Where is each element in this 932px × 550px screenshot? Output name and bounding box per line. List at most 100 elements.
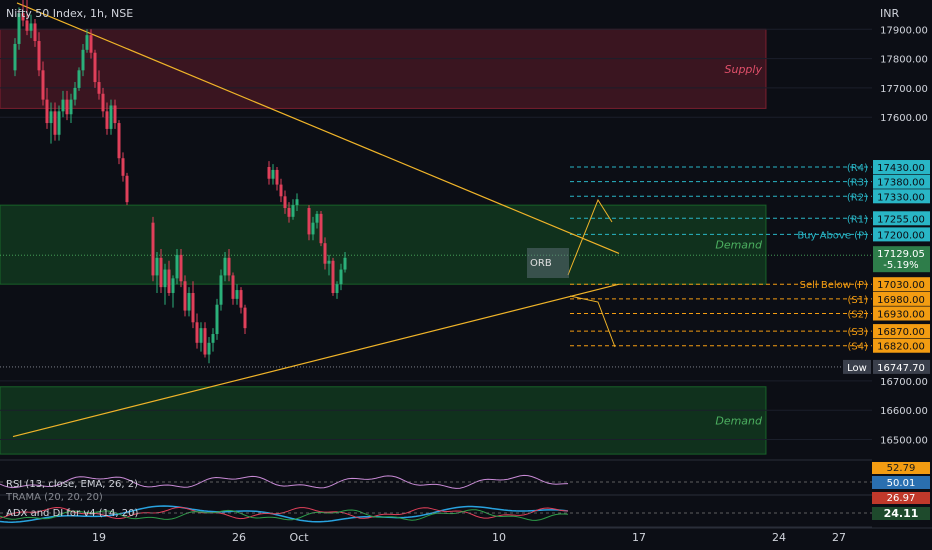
- candle-body-27: [121, 158, 125, 176]
- level-label-1: (R3): [847, 178, 868, 189]
- level-value-8: 16870.00: [877, 327, 925, 338]
- price-tick-1: 17800.00: [880, 55, 928, 66]
- price-tick-5: 16600.00: [880, 406, 928, 417]
- time-tick-4: 17: [632, 531, 646, 544]
- level-value-box-9: [873, 338, 930, 353]
- price-tick-6: 16500.00: [880, 435, 928, 446]
- low-badge-label: Low: [847, 363, 867, 374]
- trendline-0: [16, 2, 620, 254]
- candle-body-29: [151, 222, 155, 276]
- projection-arrows: [567, 198, 616, 348]
- candle-body-1: [17, 13, 21, 44]
- level-value-box-4: [873, 227, 930, 242]
- candle-body-11: [57, 111, 61, 135]
- level-label-3: (R1): [847, 214, 868, 225]
- di-line: [0, 506, 569, 520]
- levels-layer: (R4) (R3) (R2) (R1) Buy Above (P) Sell Below …: [0, 163, 872, 368]
- candle-body-10: [53, 111, 57, 135]
- candle-body-62: [311, 222, 315, 235]
- price-tick-4: 16700.00: [880, 377, 928, 388]
- candle-body-46: [219, 275, 223, 305]
- candle-body-68: [335, 284, 339, 293]
- candle-body-6: [37, 41, 41, 71]
- rsi-value-box: [872, 476, 930, 489]
- price-tick-3: 17600.00: [880, 113, 928, 124]
- price-axis[interactable]: 17900.00 17800.00 17700.00 17600.00 16700.00…: [843, 0, 932, 460]
- candle-body-36: [179, 254, 183, 282]
- level-value-6: 16980.00: [877, 295, 925, 306]
- candle-body-35: [175, 254, 179, 279]
- candle-body-16: [77, 70, 81, 88]
- candle-body-12: [61, 99, 65, 112]
- candle-body-66: [327, 260, 331, 264]
- level-label-0: (R4): [847, 163, 868, 174]
- candle-body-25: [113, 105, 117, 124]
- zone-0: [0, 28, 767, 109]
- candle-body-23: [105, 111, 109, 129]
- candle-body-58: [287, 208, 291, 217]
- level-label-7: (S2): [847, 310, 868, 321]
- candle-body-59: [291, 205, 295, 217]
- candle-body-40: [195, 322, 199, 343]
- time-tick-3: 10: [492, 531, 506, 544]
- level-value-box-0: [873, 160, 930, 175]
- time-axis[interactable]: 19 26 Oct 10 17 24 27: [0, 527, 932, 544]
- candle-body-22: [101, 93, 105, 112]
- level-label-9: (S4): [847, 342, 868, 353]
- candle-body-52: [243, 307, 247, 329]
- adx-value: 24.11: [884, 507, 919, 520]
- orb-label: ORB: [530, 258, 552, 269]
- candle-body-32: [163, 269, 167, 288]
- candle-body-44: [211, 334, 215, 343]
- candle-body-28: [125, 175, 129, 203]
- trendlines-layer: [12, 2, 620, 438]
- candle-body-17: [81, 49, 85, 71]
- candle-body-7: [41, 70, 45, 100]
- level-value-box-1: [873, 174, 930, 189]
- zone-label-0: Supply: [725, 63, 763, 76]
- candle-body-42: [203, 328, 207, 355]
- level-value-4: 17200.00: [877, 230, 925, 241]
- time-tick-2: Oct: [289, 531, 309, 544]
- candle-body-41: [199, 328, 203, 343]
- adx-value-box: [872, 507, 930, 520]
- currency-label: INR: [880, 7, 899, 20]
- trama-value: 26.97: [887, 493, 916, 504]
- candle-body-33: [167, 269, 171, 293]
- rsi-label: RSI (13, close, EMA, 26, 2): [6, 479, 138, 490]
- level-value-box-2: [873, 189, 930, 204]
- time-tick-0: 19: [92, 531, 106, 544]
- level-label-8: (S3): [847, 327, 868, 338]
- indicator-panes: RSI (13, close, EMA, 26, 2) TRAMA (20, 2…: [0, 459, 930, 528]
- candle-body-4: [29, 23, 33, 31]
- candle-body-24: [109, 105, 113, 129]
- candle-body-60: [295, 199, 299, 206]
- level-value-5: 17030.00: [877, 280, 925, 291]
- candle-body-69: [339, 269, 343, 285]
- candle-body-53: [267, 167, 271, 179]
- candle-body-13: [65, 99, 69, 115]
- level-value-3: 17255.00: [877, 214, 925, 225]
- level-label-4: Buy Above (P): [797, 230, 868, 241]
- rsi-value: 50.01: [887, 478, 916, 489]
- candle-body-18: [85, 35, 89, 50]
- grid-layer: [0, 28, 872, 440]
- candle-body-67: [331, 260, 335, 293]
- zone-1: [0, 204, 767, 285]
- candle-body-48: [227, 257, 231, 276]
- price-tick-0: 17900.00: [880, 25, 928, 36]
- adx-label: ADX and DI for v4 (14, 20): [6, 508, 138, 519]
- candle-body-26: [117, 123, 121, 159]
- candle-body-3: [25, 20, 29, 31]
- level-label-2: (R2): [847, 192, 868, 203]
- candle-body-19: [89, 35, 93, 53]
- trama-label: TRAMA (20, 20, 20): [5, 492, 103, 503]
- zones-layer: Supply Demand Demand: [0, 28, 767, 455]
- candle-body-5: [33, 23, 37, 42]
- time-tick-6: 27: [832, 531, 846, 544]
- candle-body-50: [235, 290, 239, 299]
- price-tick-2: 17700.00: [880, 84, 928, 95]
- candle-body-43: [207, 342, 211, 355]
